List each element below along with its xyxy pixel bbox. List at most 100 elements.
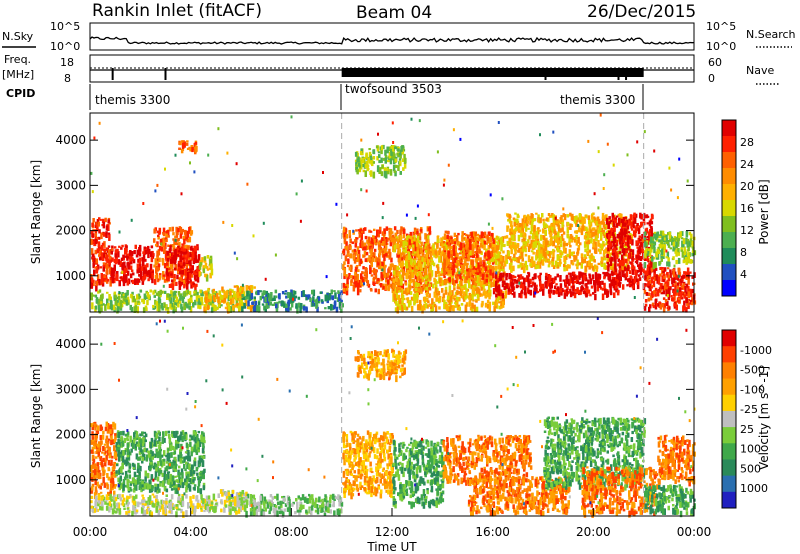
heatmap-cell bbox=[141, 279, 145, 285]
heatmap-cell bbox=[508, 265, 512, 269]
heatmap-cell bbox=[634, 226, 637, 233]
heatmap-cell bbox=[597, 218, 601, 224]
heatmap-cell bbox=[474, 277, 477, 282]
heatmap-cell bbox=[320, 299, 324, 302]
heatmap-cell bbox=[432, 262, 436, 267]
heatmap-cell bbox=[661, 267, 664, 270]
heatmap-cell bbox=[468, 295, 471, 300]
heatmap-cell bbox=[445, 236, 448, 240]
heatmap-cell bbox=[453, 279, 456, 286]
heatmap-cell bbox=[463, 233, 466, 236]
heatmap-cell bbox=[538, 242, 541, 246]
heatmap-cell bbox=[542, 248, 546, 253]
heatmap-cell bbox=[625, 228, 628, 235]
heatmap-cell bbox=[659, 273, 662, 277]
heatmap-cell bbox=[368, 255, 371, 261]
heatmap-cell bbox=[132, 295, 135, 302]
heatmap-cell bbox=[428, 273, 431, 280]
heatmap-cell bbox=[463, 236, 467, 241]
heatmap-cell bbox=[608, 283, 612, 288]
heatmap-cell bbox=[598, 248, 602, 252]
heatmap-cell bbox=[509, 256, 512, 261]
heatmap-cell bbox=[484, 302, 488, 308]
heatmap-cell bbox=[570, 260, 573, 265]
heatmap-cell bbox=[565, 255, 568, 260]
heatmap-cell bbox=[372, 171, 376, 179]
heatmap-cell bbox=[497, 259, 501, 265]
heatmap-cell bbox=[162, 274, 166, 277]
heatmap-cell bbox=[147, 251, 150, 259]
heatmap-cell bbox=[551, 257, 555, 261]
heatmap-cell bbox=[163, 262, 167, 269]
heatmap-cell bbox=[360, 273, 363, 280]
heatmap-cell bbox=[559, 250, 562, 253]
heatmap-cell bbox=[137, 302, 141, 306]
heatmap-cell bbox=[563, 214, 567, 221]
heatmap-cell bbox=[349, 238, 352, 243]
heatmap-cell bbox=[424, 303, 428, 309]
heatmap-cell bbox=[426, 297, 429, 302]
heatmap-cell bbox=[544, 229, 547, 236]
heatmap-cell bbox=[538, 259, 542, 265]
heatmap-cell bbox=[194, 255, 198, 261]
heatmap-cell bbox=[221, 299, 224, 303]
heatmap-cell bbox=[509, 243, 513, 249]
heatmap-cell bbox=[117, 293, 121, 296]
heatmap-cell bbox=[182, 257, 185, 260]
heatmap-cell bbox=[480, 293, 484, 297]
heatmap-cell bbox=[107, 219, 110, 224]
heatmap-cell bbox=[185, 257, 189, 263]
heatmap-cell bbox=[397, 250, 400, 255]
heatmap-cell bbox=[516, 259, 519, 263]
heatmap-cell bbox=[558, 240, 561, 243]
heatmap-cell bbox=[546, 252, 549, 256]
heatmap-cell bbox=[492, 281, 495, 287]
heatmap-cell bbox=[179, 270, 182, 275]
heatmap-cell bbox=[125, 245, 128, 248]
heatmap-cell bbox=[557, 240, 560, 246]
heatmap-cell bbox=[155, 292, 159, 296]
heatmap-cell bbox=[96, 248, 99, 254]
heatmap-cell bbox=[356, 246, 360, 251]
heatmap-cell bbox=[498, 276, 502, 281]
heatmap-cell bbox=[350, 280, 353, 286]
heatmap-cell bbox=[495, 255, 498, 259]
heatmap-cell bbox=[654, 304, 658, 310]
heatmap-cell bbox=[515, 284, 519, 289]
heatmap-cell bbox=[650, 261, 653, 266]
heatmap-cell bbox=[583, 218, 586, 224]
heatmap-cell bbox=[97, 241, 101, 248]
heatmap-cell bbox=[481, 268, 485, 272]
heatmap-cell bbox=[333, 301, 337, 308]
heatmap-cell bbox=[534, 236, 537, 242]
heatmap-cell bbox=[619, 245, 623, 249]
heatmap-cell bbox=[498, 305, 502, 310]
heatmap-cell bbox=[285, 303, 288, 308]
heatmap-cell bbox=[274, 295, 278, 299]
heatmap-cell bbox=[158, 227, 162, 234]
heatmap-cell bbox=[566, 279, 569, 284]
heatmap-cell bbox=[196, 259, 200, 263]
heatmap-cell bbox=[637, 264, 640, 268]
heatmap-cell bbox=[569, 223, 572, 230]
heatmap-cell bbox=[97, 248, 100, 251]
heatmap-cell bbox=[502, 244, 506, 248]
heatmap-cell bbox=[188, 305, 191, 310]
heatmap-cell bbox=[480, 236, 483, 243]
heatmap-cell bbox=[545, 256, 548, 263]
heatmap-cell bbox=[587, 289, 591, 294]
heatmap-cell bbox=[127, 254, 130, 259]
heatmap-cell bbox=[417, 271, 420, 276]
heatmap-cell bbox=[173, 239, 176, 245]
heatmap-cell bbox=[140, 271, 143, 278]
heatmap-cell bbox=[596, 216, 600, 222]
heatmap-cell bbox=[586, 251, 589, 256]
heatmap-cell bbox=[106, 299, 109, 304]
heatmap-cell bbox=[486, 265, 489, 268]
heatmap-cell bbox=[393, 170, 397, 173]
heatmap-cell bbox=[459, 244, 462, 249]
heatmap-cell bbox=[651, 302, 655, 307]
heatmap-cell bbox=[225, 290, 229, 297]
heatmap-cell bbox=[283, 303, 286, 308]
heatmap-cell bbox=[482, 232, 485, 237]
